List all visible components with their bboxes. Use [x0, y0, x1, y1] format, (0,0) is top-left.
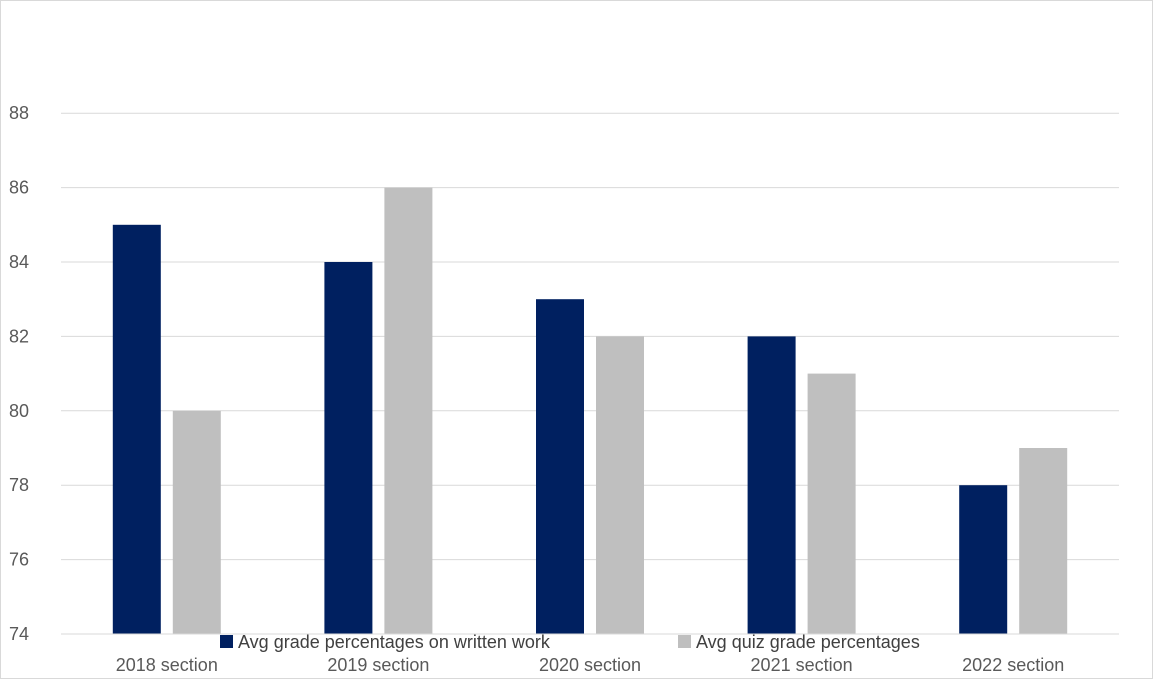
y-tick-label: 82 [9, 326, 29, 346]
bar-quiz-0 [172, 410, 221, 634]
y-tick-label: 80 [9, 401, 29, 421]
y-tick-label: 84 [9, 252, 29, 272]
legend-swatch-quiz [678, 635, 691, 648]
x-tick-label: 2021 section [751, 655, 853, 675]
gridlines [61, 112, 1119, 561]
y-tick-label: 74 [9, 624, 29, 644]
y-tick-label: 76 [9, 550, 29, 570]
legend-label-written-work: Avg grade percentages on written work [238, 632, 551, 652]
y-tick-label: 88 [9, 103, 29, 123]
y-tick-label: 86 [9, 178, 29, 198]
legend-label-quiz: Avg quiz grade percentages [696, 632, 920, 652]
bar-written-work-4 [959, 485, 1008, 634]
y-axis-tick-labels: 74 76 78 80 82 84 86 88 [9, 103, 29, 644]
bar-written-work-1 [324, 262, 373, 634]
bar-quiz-3 [807, 373, 856, 634]
x-tick-label: 2020 section [539, 655, 641, 675]
legend-swatch-written-work [220, 635, 233, 648]
bars [112, 187, 1068, 635]
bar-written-work-2 [536, 299, 584, 634]
x-tick-label: 2018 section [116, 655, 218, 675]
x-tick-label: 2022 section [962, 655, 1064, 675]
bar-written-work-3 [747, 336, 796, 634]
bar-quiz-1 [384, 187, 433, 634]
bar-written-work-0 [112, 224, 161, 635]
x-axis-tick-labels: 2018 section 2019 section 2020 section 2021… [116, 655, 1064, 675]
bar-quiz-2 [596, 336, 644, 634]
y-tick-label: 78 [9, 475, 29, 495]
legend: Avg grade percentages on written work Avg… [220, 632, 920, 652]
x-tick-label: 2019 section [327, 655, 429, 675]
bar-quiz-4 [1019, 448, 1068, 634]
